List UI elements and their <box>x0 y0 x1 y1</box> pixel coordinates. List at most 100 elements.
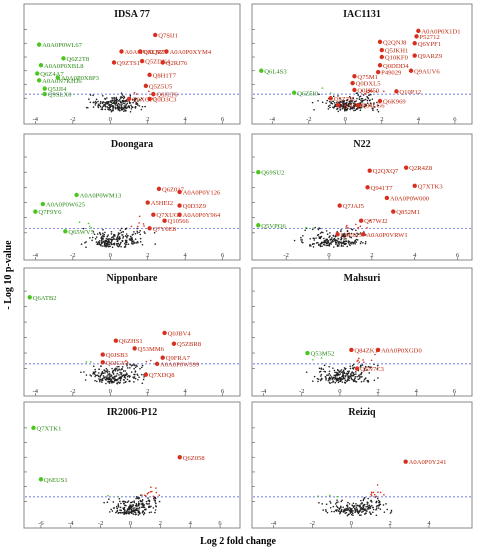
data-point <box>319 370 322 373</box>
data-point <box>332 235 335 237</box>
data-point <box>85 374 88 376</box>
downregulated-protein-point <box>74 192 79 198</box>
upregulated-protein-point <box>177 203 182 208</box>
data-point <box>322 243 325 246</box>
data-point <box>355 241 358 243</box>
data-point <box>154 499 157 502</box>
data-point <box>121 239 123 242</box>
data-point <box>361 364 364 366</box>
data-point <box>335 371 338 374</box>
data-point <box>327 241 329 244</box>
data-point <box>120 245 122 248</box>
upregulated-protein-label: Q7Y0E8 <box>153 226 177 233</box>
data-point <box>347 241 350 244</box>
data-point <box>346 507 349 510</box>
upregulated-protein-point <box>145 200 150 205</box>
data-point <box>311 101 314 104</box>
upregulated-protein-point <box>358 218 364 223</box>
data-point <box>110 236 113 239</box>
data-point <box>134 373 136 376</box>
data-point <box>134 238 137 240</box>
data-point <box>337 110 340 113</box>
data-point <box>98 239 101 242</box>
downregulated-protein-label: Q6EUS1 <box>44 477 68 484</box>
upregulated-protein-point <box>361 232 366 237</box>
data-point <box>328 370 331 373</box>
upregulated-protein-label: Q84ZK1 <box>354 347 377 354</box>
data-point <box>117 495 119 498</box>
upregulated-protein-point <box>375 69 381 75</box>
data-point <box>377 491 379 493</box>
upregulated-protein-point <box>153 32 158 38</box>
x-tick-label: 0 <box>109 388 112 395</box>
data-point <box>343 509 345 512</box>
x-tick-label: 4 <box>427 520 431 527</box>
data-point <box>101 372 104 374</box>
upregulated-protein-point <box>100 352 105 357</box>
upregulated-protein-label: Q0JSB3 <box>106 352 129 359</box>
data-point <box>343 240 346 243</box>
upregulated-protein-point <box>177 455 182 460</box>
downregulated-protein-point <box>36 78 42 83</box>
data-point <box>108 498 110 501</box>
data-point <box>355 238 358 241</box>
data-point <box>343 238 345 240</box>
data-point <box>106 102 109 105</box>
data-point <box>108 238 111 240</box>
data-point <box>114 104 117 106</box>
data-point <box>124 241 127 244</box>
data-point <box>104 372 106 374</box>
data-point <box>363 99 365 101</box>
data-point <box>316 377 319 380</box>
data-point <box>342 377 345 379</box>
data-point <box>371 107 374 110</box>
data-point <box>342 506 345 509</box>
panel-frame <box>23 267 241 397</box>
data-point <box>366 503 369 505</box>
data-point <box>153 497 155 500</box>
data-point <box>350 102 353 105</box>
data-point <box>348 105 350 108</box>
data-point <box>327 379 330 382</box>
data-point <box>98 104 101 107</box>
downregulated-protein-point <box>42 91 47 97</box>
data-point <box>131 237 133 239</box>
data-point <box>352 510 354 512</box>
data-point <box>134 504 137 507</box>
data-point <box>341 100 344 102</box>
data-point <box>136 232 139 234</box>
data-point <box>108 382 111 384</box>
data-point <box>137 104 139 106</box>
data-point <box>328 365 330 368</box>
data-point <box>346 505 349 508</box>
data-point <box>333 374 336 377</box>
data-point <box>338 507 340 510</box>
upregulated-protein-label: Q10KF0 <box>385 55 409 62</box>
data-point <box>377 104 380 107</box>
data-point <box>147 491 150 494</box>
x-tick-label: 0 <box>338 388 341 395</box>
data-point <box>336 107 339 110</box>
data-point <box>345 509 348 511</box>
data-point <box>143 512 146 514</box>
downregulated-protein-label: Q69SU2 <box>261 170 284 177</box>
data-point <box>122 370 125 372</box>
data-point <box>318 501 320 504</box>
x-tick-label: -2 <box>70 252 75 259</box>
data-point <box>351 512 354 515</box>
data-point <box>141 364 144 367</box>
data-point <box>91 236 94 239</box>
data-point <box>135 497 137 500</box>
data-point <box>331 381 333 384</box>
data-point <box>345 511 348 514</box>
data-point <box>123 508 125 511</box>
data-point <box>112 381 114 384</box>
data-point <box>301 239 303 241</box>
data-point <box>312 358 314 361</box>
data-point <box>371 506 374 509</box>
data-point <box>111 382 113 384</box>
upregulated-protein-point <box>352 74 357 79</box>
data-point <box>121 367 123 370</box>
data-point <box>112 370 114 372</box>
